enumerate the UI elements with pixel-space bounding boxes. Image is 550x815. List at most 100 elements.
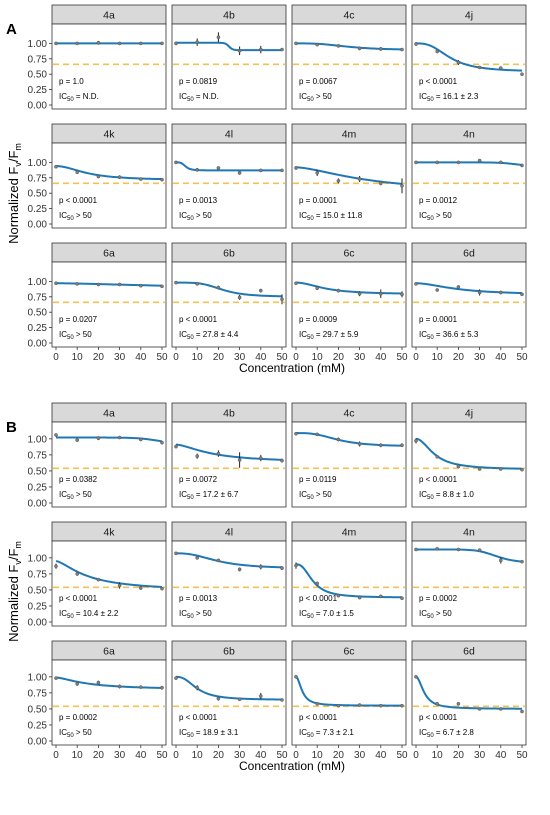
data-point (315, 286, 320, 290)
y-tick-label: 1.00 (28, 277, 48, 288)
facet-6c: 6c p = 0.0009 IC50 = 29.7 ± 5.90 10 20 30 40 50 (291, 242, 408, 363)
data-point (414, 438, 418, 443)
ic50-label: IC50 > 50 (59, 211, 92, 222)
data-point (54, 676, 58, 680)
ic50-label: IC50 = 6.7 ± 2.8 (419, 728, 474, 739)
facet-title: 6b (223, 248, 235, 260)
data-point (195, 685, 199, 690)
x-tick-label: 0 (293, 750, 299, 761)
x-tick-label: 40 (495, 750, 507, 761)
data-point (414, 282, 418, 286)
fit-curve (296, 432, 403, 447)
x-axis-label: Concentration (mM) (239, 361, 345, 375)
facet-plot-area (291, 540, 407, 627)
data-point (477, 548, 482, 552)
data-point (138, 177, 143, 181)
x-tick-label: 10 (192, 352, 204, 363)
y-axis-label: Normalized Fv/Fm (6, 143, 23, 244)
y-tick-label: 0.75 (28, 54, 48, 65)
facet-4c: 4c p = 0.0119 IC50 > 50 (291, 402, 407, 508)
x-tick-label: 30 (234, 352, 246, 363)
data-point (520, 709, 524, 714)
data-point (378, 181, 383, 186)
data-point (498, 160, 503, 165)
facet-plot-area (171, 23, 287, 110)
ic50-label: IC50 = 7.3 ± 2.1 (299, 728, 354, 739)
y-tick-label: 0.75 (28, 450, 48, 461)
y-tick-label: 0.25 (28, 85, 48, 96)
fit-curve (175, 675, 283, 701)
data-point (336, 437, 341, 442)
data-point (195, 167, 199, 172)
x-tick-label: 30 (114, 750, 126, 761)
y-tick-label: 1.00 (28, 158, 48, 169)
fit-curve (295, 563, 403, 599)
facet-plot-area (411, 659, 527, 746)
x-tick-label: 0 (53, 352, 59, 363)
y-tick-label: 0.50 (28, 704, 48, 715)
facet-title: 4j (465, 408, 473, 420)
facet-4a: 4a p = 0.0382 IC50 > 50 0.00 0.25 0.50 0.75 1.0… (28, 402, 167, 510)
data-point (117, 435, 122, 440)
data-point (96, 282, 101, 287)
fit-curve (295, 676, 402, 707)
data-point (237, 48, 242, 53)
y-tick-label: 0.00 (28, 618, 48, 629)
facet-plot-area (51, 261, 167, 348)
data-point (520, 559, 524, 564)
facet-plot-area (51, 659, 167, 746)
x-tick-label: 50 (276, 352, 288, 363)
facet-title: 4k (103, 129, 115, 141)
data-point (378, 443, 383, 448)
facet-plot-area (291, 421, 407, 508)
y-tick-label: 0.50 (28, 466, 48, 477)
x-tick-label: 0 (173, 750, 179, 761)
data-point (160, 440, 164, 445)
fit-curve (175, 552, 283, 569)
y-tick-label: 1.00 (28, 434, 48, 445)
facet-4m: 4m p < 0.0001 IC50 = 7.0 ± 1.5 (291, 521, 407, 627)
facet-4j: 4j p < 0.0001 IC50 = 8.8 ± 1.0 (411, 402, 527, 508)
fit-curve (55, 676, 163, 689)
facet-plot-area (171, 421, 287, 508)
fit-curve (176, 281, 283, 298)
p-value-label: p < 0.0001 (419, 713, 458, 722)
data-point (174, 41, 178, 46)
facet-title: 6d (463, 646, 475, 658)
data-point (160, 586, 164, 591)
y-tick-label: 0.25 (28, 601, 48, 612)
x-tick-label: 20 (213, 750, 225, 761)
data-point (498, 558, 503, 563)
x-tick-label: 50 (396, 352, 408, 363)
x-tick-label: 40 (135, 352, 147, 363)
y-tick-label: 0.00 (28, 339, 48, 350)
data-point (174, 280, 178, 285)
facet-title: 4n (463, 129, 475, 141)
facet-title: 4a (103, 408, 115, 420)
chart-figure-A: A 4a p = 1.0 IC50 = N.D. 0.00 0.25 0.50 0.75 1.0… (6, 4, 528, 375)
ic50-label: IC50 = N.D. (179, 92, 219, 103)
x-tick-label: 50 (156, 352, 168, 363)
data-point (294, 675, 298, 679)
data-point (400, 184, 404, 188)
facet-plot-area (291, 659, 407, 746)
facet-plot-area (171, 659, 287, 746)
facet-plot-area (411, 261, 527, 348)
facet-plot-area (51, 540, 167, 627)
data-point (498, 467, 503, 471)
facet-title: 4l (225, 129, 233, 141)
data-point (280, 47, 284, 52)
p-value-label: p = 0.0001 (419, 315, 458, 324)
p-value-label: p = 0.0009 (299, 315, 338, 324)
facet-4m: 4m p = 0.0001 IC50 = 15.0 ± 11.8 (291, 123, 407, 229)
p-value-label: p = 0.0119 (299, 475, 337, 484)
data-point (117, 684, 122, 689)
facet-6a: 6a p = 0.0002 IC50 > 50 0.00 0.25 0.50 0.75 1.0… (28, 640, 168, 761)
data-point (357, 177, 362, 181)
ic50-label: IC50 > 50 (179, 609, 212, 620)
data-point (414, 675, 418, 679)
x-tick-label: 30 (114, 352, 126, 363)
x-tick-label: 10 (432, 352, 444, 363)
fit-curve (415, 282, 523, 295)
p-value-label: p = 0.0013 (179, 594, 218, 603)
